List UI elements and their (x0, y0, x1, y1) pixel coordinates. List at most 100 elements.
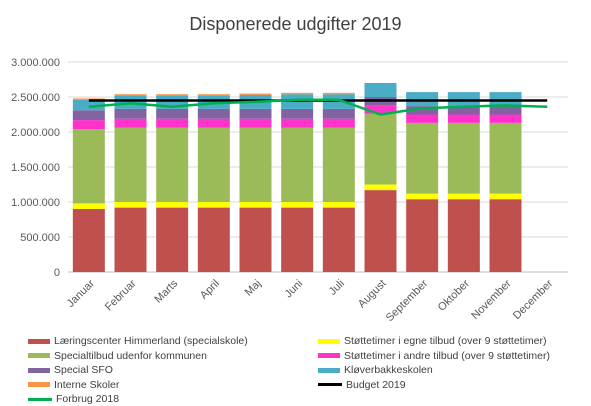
legend-label: Læringscenter Himmerland (specialskole) (54, 335, 248, 347)
bar-segment (406, 122, 439, 194)
bar-segment (197, 94, 230, 96)
bar-segment (281, 118, 314, 128)
bar-segment (281, 202, 314, 208)
legend-label: Interne Skoler (54, 378, 120, 391)
legend-label: Budget 2019 (346, 378, 406, 391)
x-tick-label: Marts (152, 277, 180, 305)
bar-segment (447, 122, 480, 194)
legend-swatch (28, 353, 50, 358)
bar-segment (406, 199, 439, 272)
bar-segment (281, 108, 314, 119)
bar-segment (197, 207, 230, 272)
bar-segment (114, 127, 147, 202)
bar-segment (489, 114, 522, 123)
x-tick-label: Juli (327, 278, 347, 298)
bar-segment (156, 118, 189, 128)
legend-label: Specialtilbud udenfor kommunen (54, 349, 207, 362)
y-tick-label: 1.500.000 (11, 162, 60, 174)
series-line (88, 98, 548, 116)
x-tick-label: Januar (65, 277, 98, 310)
bar-segment (447, 193, 480, 200)
bar-segment (197, 118, 230, 128)
bar-segment (447, 199, 480, 272)
bar-segment (114, 118, 147, 128)
bar-segment (114, 202, 147, 208)
legend-swatch (28, 382, 50, 387)
x-tick-label: November (469, 277, 514, 322)
bar-segment (406, 193, 439, 200)
legend-swatch (318, 338, 340, 344)
bar-segment (239, 202, 272, 208)
bar-segment (406, 106, 439, 115)
bar-segment (156, 108, 189, 119)
bar-segment (322, 92, 355, 95)
bar-segment (72, 120, 105, 130)
bar-segment (447, 92, 480, 107)
legend-label: Forbrug 2018 (56, 393, 120, 405)
bar-segment (114, 207, 147, 272)
bar-segment (156, 207, 189, 272)
legend-swatch (28, 367, 50, 373)
x-tick-label: Oktober (436, 277, 472, 313)
bar-segment (364, 105, 397, 114)
legend-swatch (318, 353, 340, 358)
legend-item: Støttetimer i andre tilbud (over 9 støtt… (318, 349, 550, 363)
bar-segment (322, 118, 355, 128)
bar-segment (489, 122, 522, 194)
y-tick-label: 0 (54, 267, 60, 279)
bar-segment (322, 127, 355, 202)
legend-swatch (318, 383, 342, 386)
bar-segment (156, 202, 189, 208)
bar-segment (281, 92, 314, 95)
bar-segment (364, 184, 397, 191)
legend-swatch (28, 338, 50, 344)
legend-label: Støttetimer i andre tilbud (over 9 støtt… (344, 349, 550, 362)
legend-item: Forbrug 2018 (28, 392, 119, 406)
x-tick-label: August (356, 278, 389, 311)
x-tick-label: Maj (243, 278, 264, 299)
x-tick-label: December (511, 277, 556, 322)
y-tick-label: 2.500.000 (11, 92, 60, 104)
legend-item: Interne Skoler (28, 378, 119, 392)
bar-segment (489, 106, 522, 115)
chart-title: Disponerede udgifter 2019 (189, 14, 402, 34)
bar-segment (72, 203, 105, 209)
bar-segment (72, 99, 105, 111)
legend-item: Special SFO (28, 363, 113, 377)
bar-segment (239, 108, 272, 119)
legend-label: Kløverbakkeskolen (344, 364, 433, 376)
bar-segment (364, 83, 397, 97)
bar-segment (114, 108, 147, 119)
bar-segment (489, 92, 522, 107)
bar-segment (281, 207, 314, 272)
bar-segment (197, 108, 230, 119)
bar-segment (322, 202, 355, 208)
bar-segment (239, 118, 272, 128)
bar-segment (239, 93, 272, 95)
x-tick-label: April (198, 278, 222, 302)
x-tick-label: Februar (103, 277, 139, 313)
legend-item: Kløverbakkeskolen (318, 363, 433, 377)
legend-swatch (318, 367, 340, 373)
bar-segment (322, 207, 355, 272)
bar-segment (406, 114, 439, 123)
bar-segment (72, 98, 105, 100)
bar-segment (364, 190, 397, 272)
bar-segment (239, 127, 272, 202)
bar-segment (72, 209, 105, 272)
bar-segment (156, 127, 189, 202)
legend-swatch (28, 397, 52, 401)
x-tick-label: September (384, 277, 431, 324)
legend-item: Læringscenter Himmerland (specialskole) (28, 334, 248, 348)
legend-item: Budget 2019 (318, 378, 406, 392)
y-tick-label: 3.000.000 (11, 57, 60, 69)
bar-segment (114, 94, 147, 96)
legend-label: Special SFO (54, 364, 113, 376)
bar-segment (239, 207, 272, 272)
bar-segment (447, 114, 480, 123)
x-tick-label: Juni (283, 278, 306, 301)
y-tick-label: 500.000 (20, 232, 60, 244)
bar-segment (406, 92, 439, 107)
bar-segment (72, 110, 105, 121)
